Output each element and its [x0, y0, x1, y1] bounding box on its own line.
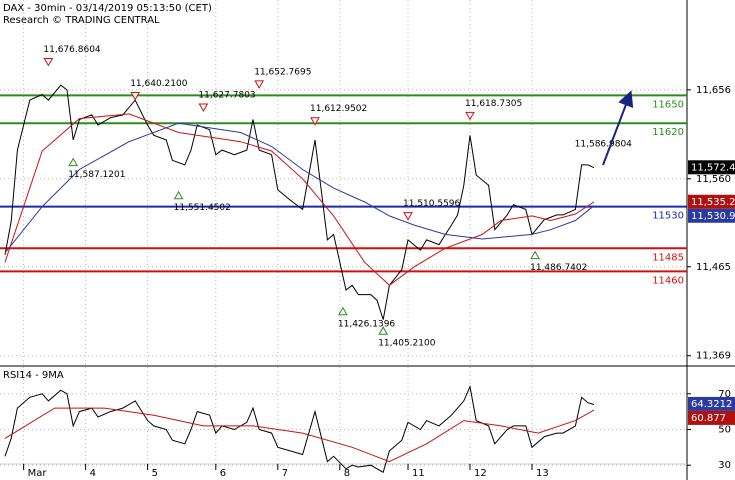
price-tag-label: 64.3212: [691, 399, 732, 410]
price-tag: [688, 208, 735, 223]
price-tag-label: 11,535.2: [691, 197, 735, 208]
y-tick-label: 11,465: [696, 262, 731, 273]
x-tick-label: 6: [220, 468, 226, 479]
x-tick-label: 8: [344, 468, 350, 479]
note-label: 11,586.9804: [575, 139, 633, 149]
x-tick-label: 12: [474, 468, 487, 479]
y-tick-label: 11,656: [696, 85, 731, 96]
x-tick-label: 11: [412, 468, 425, 479]
x-tick-label: 7: [282, 468, 288, 479]
chart-subtitle: Research © TRADING CENTRAL: [3, 15, 160, 26]
low-label: 11,551.4502: [174, 203, 231, 213]
chart-title: DAX - 30min - 03/14/2019 05:13:50 (CET): [3, 3, 212, 14]
high-label: 11,676.8604: [43, 45, 101, 55]
price-tag: [688, 410, 735, 425]
price-tag: [688, 160, 735, 175]
projection-arrow: [602, 90, 634, 166]
price-tag: [688, 396, 735, 411]
rsi-title: RSI14 - 9MA: [3, 370, 64, 381]
x-tick-label: Mar: [28, 468, 48, 479]
level-label: 11485: [652, 252, 684, 263]
y-tick-label: 11,560: [696, 174, 731, 185]
y-tick-label: 70: [718, 389, 731, 400]
low-marker: [378, 326, 389, 335]
low-label: 11,426.1396: [338, 319, 396, 329]
high-marker: [465, 111, 475, 121]
low-label: 11,587.1201: [68, 170, 125, 180]
high-marker: [43, 58, 54, 67]
low-marker: [338, 306, 348, 316]
high-label: 11,627.7803: [198, 91, 255, 101]
series-line: [4, 84, 595, 320]
y-tick-label: 50: [718, 424, 731, 435]
series-line: [4, 122, 595, 254]
high-marker: [403, 212, 413, 221]
level-label: 11530: [652, 211, 684, 222]
level-label: 11650: [652, 99, 684, 110]
level-label: 11620: [652, 127, 684, 138]
low-label: 11,405.2100: [378, 339, 436, 349]
price-tag-label: 60.877: [691, 413, 726, 424]
x-tick-label: 13: [536, 468, 549, 479]
series-line: [4, 407, 595, 463]
low-marker: [530, 250, 540, 260]
high-marker: [254, 80, 265, 89]
price-tag-label: 11,572.4: [691, 162, 735, 173]
high-marker: [310, 117, 320, 126]
x-tick-label: 4: [90, 468, 96, 479]
high-label: 11,640.2100: [130, 79, 188, 89]
x-tick-label: 5: [152, 468, 158, 479]
high-marker: [198, 103, 209, 113]
y-tick-label: 30: [718, 460, 731, 471]
price-tag: [688, 194, 735, 209]
price-tag-label: 11,530.9: [691, 211, 735, 222]
level-label: 11460: [652, 275, 684, 286]
series-line: [4, 384, 595, 474]
low-marker: [173, 190, 184, 200]
series-line: [4, 113, 595, 286]
low-marker: [68, 157, 79, 167]
high-label: 11,510.5596: [403, 199, 461, 209]
high-label: 11,612.9502: [310, 104, 367, 114]
low-label: 11,486.7402: [530, 263, 587, 273]
high-marker: [130, 91, 141, 101]
high-label: 11,618.7305: [465, 99, 522, 109]
high-label: 11,652.7695: [254, 67, 311, 77]
y-tick-label: 11,369: [696, 351, 731, 362]
